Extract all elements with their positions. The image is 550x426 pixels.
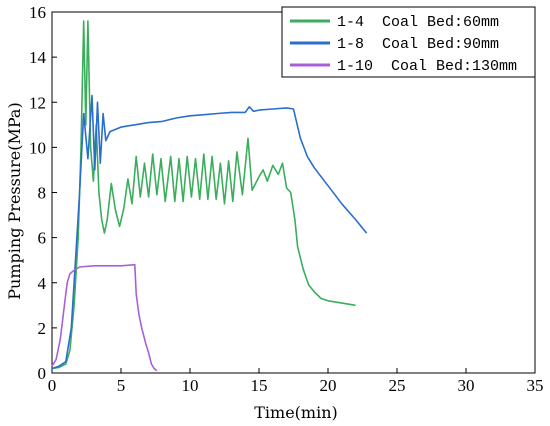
legend-label-2: 1-8 Coal Bed:90mm (337, 36, 499, 53)
y-tick-label: 10 (29, 138, 46, 157)
x-tick-label: 5 (117, 376, 126, 395)
y-axis-title: Pumping Pressure(MPa) (5, 102, 24, 299)
x-tick-label: 25 (389, 376, 406, 395)
y-tick-label: 8 (38, 184, 47, 203)
x-tick-label: 35 (527, 376, 544, 395)
y-tick-label: 12 (29, 93, 46, 112)
x-tick-label: 15 (251, 376, 268, 395)
y-tick-label: 16 (29, 3, 46, 22)
x-tick-label: 10 (182, 376, 199, 395)
y-tick-label: 14 (29, 48, 47, 67)
y-tick-label: 2 (38, 319, 47, 338)
legend-label-3: 1-10 Coal Bed:130mm (337, 58, 517, 75)
series-line-2 (51, 94, 368, 370)
series-line-3 (51, 263, 158, 372)
legend-label-1: 1-4 Coal Bed:60mm (337, 14, 499, 31)
x-tick-label: 30 (458, 376, 475, 395)
y-tick-label: 4 (38, 274, 47, 293)
x-axis-title: Time(min) (254, 403, 338, 422)
series-layer (51, 20, 368, 372)
tick-label-layer: 0 5 10 15 20 25 30 35 0 2 4 6 8 10 12 14 16 (29, 3, 544, 395)
legend: 1-4 Coal Bed:60mm 1-8 Coal Bed:90mm 1-10 C… (281, 6, 536, 78)
x-tick-label: 20 (320, 376, 337, 395)
y-tick-label: 0 (38, 364, 47, 383)
y-tick-label: 6 (38, 229, 47, 248)
x-tick-label: 0 (48, 376, 57, 395)
